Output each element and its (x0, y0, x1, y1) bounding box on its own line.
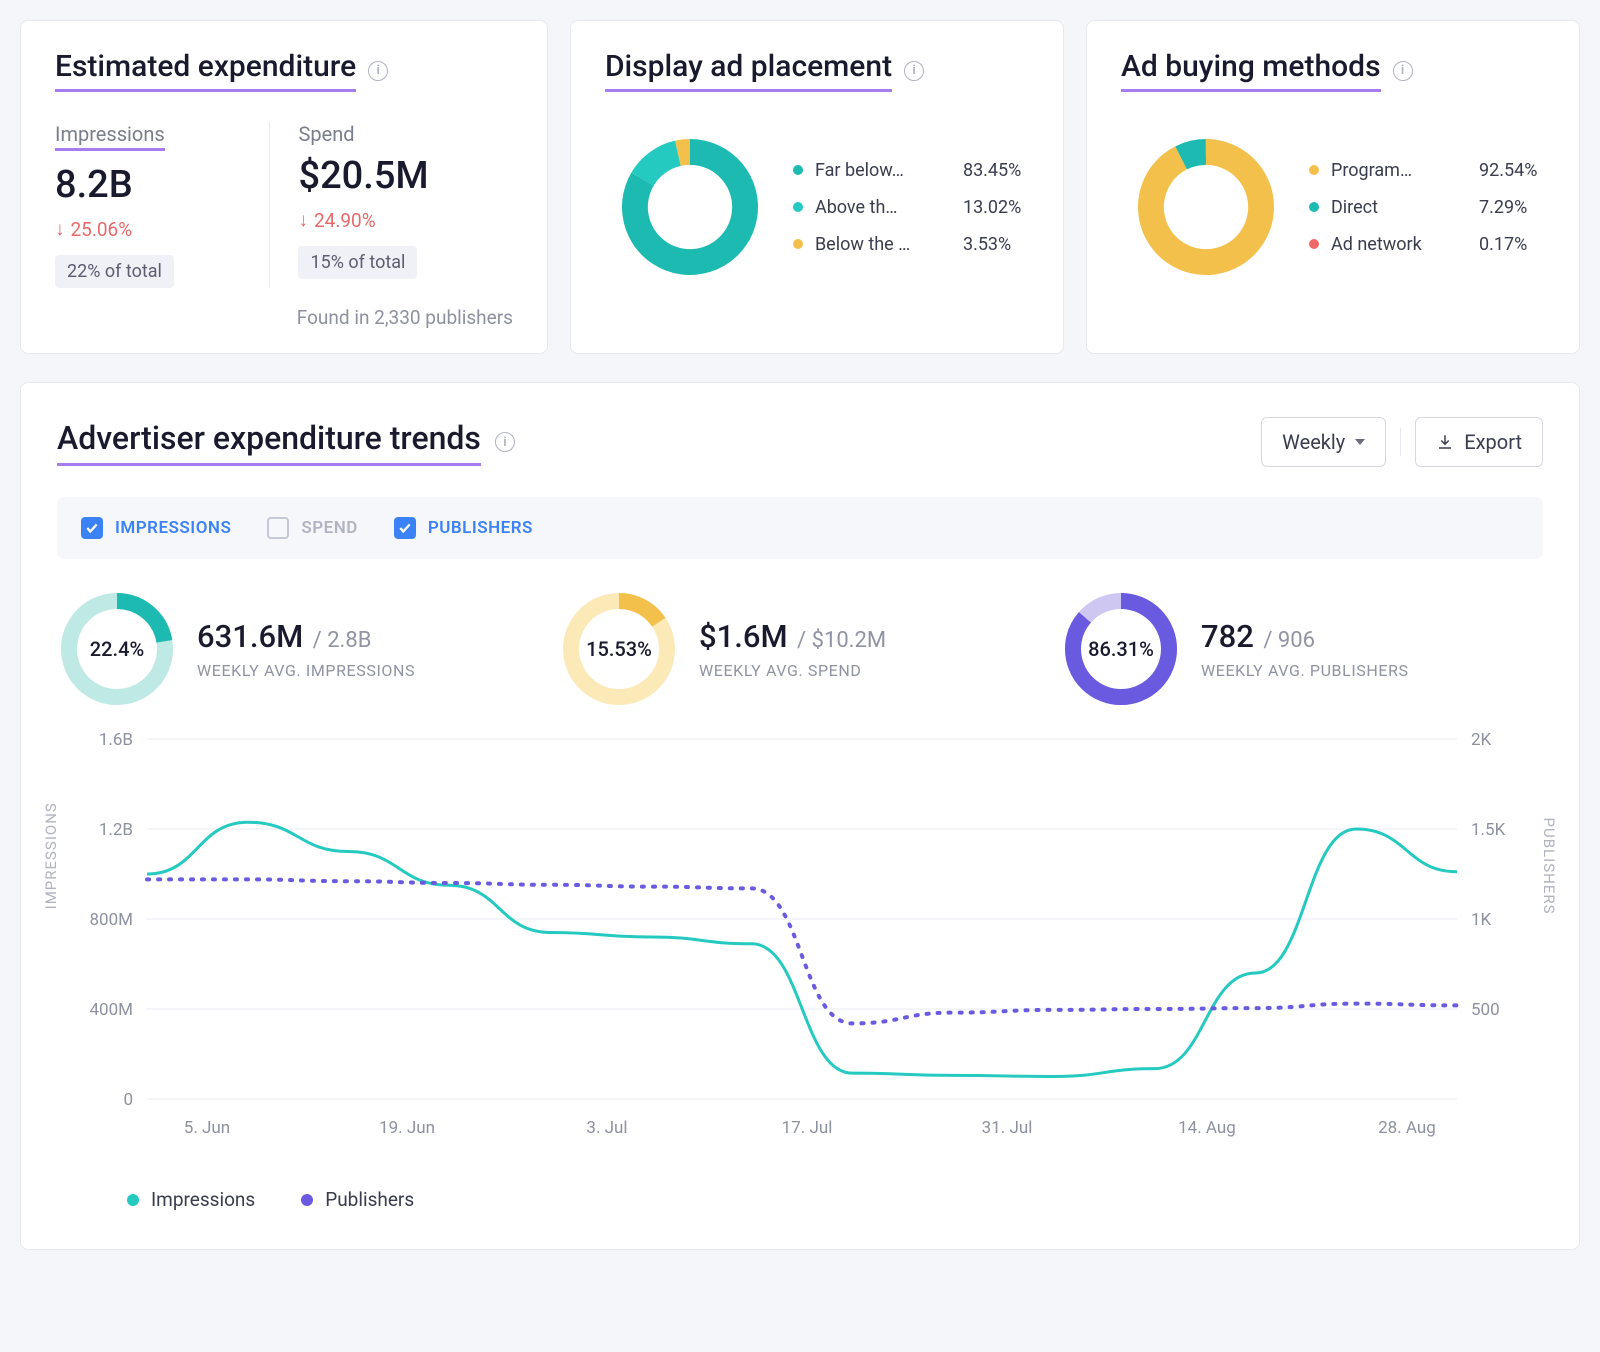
gauge-block: 15.53% $1.6M / $10.2M WEEKLY AVG. SPEND (559, 589, 1041, 709)
svg-text:5. Jun: 5. Jun (184, 1118, 230, 1138)
filter-impressions[interactable]: IMPRESSIONS (81, 517, 231, 539)
placement-legend: Far below… 83.45% Above th… 13.02% Below… (793, 152, 1029, 263)
card-title: Display ad placement (605, 49, 892, 92)
svg-text:31. Jul: 31. Jul (982, 1118, 1033, 1138)
svg-text:2K: 2K (1471, 730, 1492, 750)
trends-title: Advertiser expenditure trends (57, 419, 481, 466)
legend-item: Direct 7.29% (1309, 189, 1545, 226)
svg-text:28. Aug: 28. Aug (1378, 1118, 1436, 1138)
info-icon[interactable]: i (904, 61, 924, 81)
svg-text:0: 0 (123, 1090, 133, 1110)
svg-text:400M: 400M (89, 1000, 133, 1020)
svg-text:19. Jun: 19. Jun (379, 1118, 435, 1138)
svg-text:1.6B: 1.6B (99, 730, 133, 750)
legend-item: Program… 92.54% (1309, 152, 1545, 189)
impressions-value: 8.2B (55, 163, 269, 207)
divider (1400, 428, 1401, 456)
card-ad-buying-methods: Ad buying methods i Program… 92.54% Dire… (1086, 20, 1580, 354)
impressions-label: Impressions (55, 122, 165, 151)
arrow-down-icon: ↓ (55, 217, 65, 241)
svg-text:1.2B: 1.2B (99, 820, 133, 840)
card-advertiser-trends: Advertiser expenditure trends i Weekly E… (20, 382, 1580, 1250)
gauges-row: 22.4% 631.6M / 2.8B WEEKLY AVG. IMPRESSI… (57, 589, 1543, 709)
svg-text:800M: 800M (89, 910, 133, 930)
checkbox-icon (267, 517, 289, 539)
gauge-block: 22.4% 631.6M / 2.8B WEEKLY AVG. IMPRESSI… (57, 589, 539, 709)
caret-down-icon (1355, 439, 1365, 445)
card-title: Estimated expenditure (55, 49, 356, 92)
spend-column: Spend $20.5M ↓ 24.90% 15% of total (269, 122, 512, 288)
card-estimated-expenditure: Estimated expenditure i Impressions 8.2B… (20, 20, 548, 354)
y-axis-left-label: IMPRESSIONS (42, 803, 60, 910)
info-icon[interactable]: i (368, 61, 388, 81)
legend-item: Above th… 13.02% (793, 189, 1029, 226)
legend-item: Far below… 83.45% (793, 152, 1029, 189)
info-icon[interactable]: i (1393, 61, 1413, 81)
legend-item: Ad network 0.17% (1309, 226, 1545, 263)
impressions-delta: ↓ 25.06% (55, 217, 269, 241)
card-title: Ad buying methods (1121, 49, 1381, 92)
spend-label: Spend (298, 122, 512, 146)
arrow-down-icon: ↓ (298, 208, 308, 232)
gauge-block: 86.31% 782 / 906 WEEKLY AVG. PUBLISHERS (1061, 589, 1543, 709)
impressions-tag: 22% of total (55, 255, 174, 288)
impressions-column: Impressions 8.2B ↓ 25.06% 22% of total (55, 122, 269, 288)
spend-delta: ↓ 24.90% (298, 208, 512, 232)
buying-legend: Program… 92.54% Direct 7.29% Ad network … (1309, 152, 1545, 263)
placement-donut-chart (605, 122, 775, 292)
y-axis-right-label: PUBLISHERS (1540, 818, 1558, 915)
svg-text:17. Jul: 17. Jul (782, 1118, 833, 1138)
spend-tag: 15% of total (298, 246, 417, 279)
export-button[interactable]: Export (1415, 417, 1543, 467)
checkbox-icon (81, 517, 103, 539)
filter-publishers[interactable]: PUBLISHERS (394, 517, 533, 539)
info-icon[interactable]: i (495, 432, 515, 452)
spend-value: $20.5M (298, 154, 512, 198)
svg-text:1.5K: 1.5K (1471, 820, 1506, 840)
svg-text:14. Aug: 14. Aug (1178, 1118, 1236, 1138)
filter-spend[interactable]: SPEND (267, 517, 357, 539)
chart-legend-item: Publishers (301, 1188, 414, 1211)
svg-text:500: 500 (1471, 1000, 1500, 1020)
checkbox-icon (394, 517, 416, 539)
filters-bar: IMPRESSIONS SPEND PUBLISHERS (57, 497, 1543, 559)
download-icon (1436, 433, 1454, 451)
expenditure-footer: Found in 2,330 publishers (55, 306, 513, 329)
svg-text:3. Jul: 3. Jul (586, 1118, 627, 1138)
svg-text:1K: 1K (1471, 910, 1492, 930)
chart-legend-item: Impressions (127, 1188, 255, 1211)
card-display-ad-placement: Display ad placement i Far below… 83.45%… (570, 20, 1064, 354)
legend-item: Below the … 3.53% (793, 226, 1029, 263)
chart-legend: Impressions Publishers (57, 1164, 1543, 1211)
trends-line-chart: 0 400M 500 800M 1K 1.2B 1.5K 1.6B 2K 5. Jun 19. Ju… (57, 729, 1537, 1159)
buying-donut-chart (1121, 122, 1291, 292)
period-select[interactable]: Weekly (1261, 417, 1386, 467)
trends-chart-area: IMPRESSIONS PUBLISHERS 0400M500800M1K1.2… (57, 729, 1543, 1219)
